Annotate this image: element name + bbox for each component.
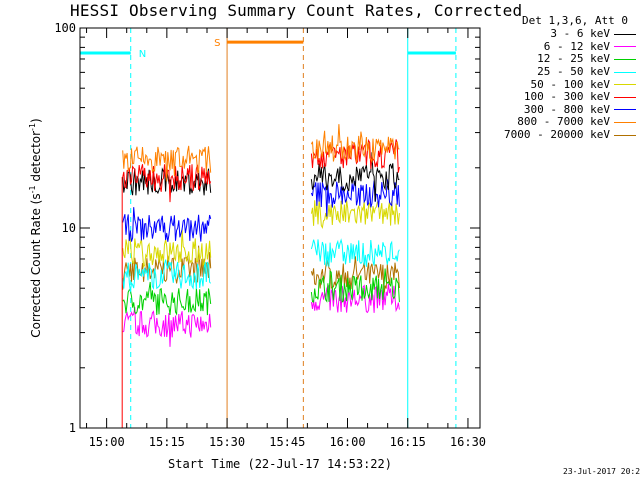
series-trace-3-interval-0 xyxy=(122,259,212,292)
chart-title: HESSI Observing Summary Count Rates, Cor… xyxy=(70,1,523,20)
series-trace-8-interval-0 xyxy=(122,245,212,290)
legend-entry: 7000 - 20000 keV xyxy=(482,129,638,142)
x-tick-label-5: 16:15 xyxy=(390,435,426,449)
series-trace-4-interval-0 xyxy=(122,228,212,269)
night-bar-label-0: N xyxy=(139,49,146,60)
legend-swatch xyxy=(614,109,636,111)
legend-swatch xyxy=(614,96,636,98)
series-trace-7-interval-0 xyxy=(122,145,212,182)
y-axis-label-main: Corrected Count Rate (s xyxy=(29,193,43,337)
y-tick-label-1: 10 xyxy=(62,221,76,235)
legend-entry: 3 - 6 keV xyxy=(482,28,638,41)
saa-bar-label-0: S xyxy=(214,38,220,49)
legend-entry: 12 - 25 keV xyxy=(482,53,638,66)
legend-swatch xyxy=(614,33,636,35)
legend-entry-label: 25 - 50 keV xyxy=(537,65,610,79)
x-tick-label-3: 15:45 xyxy=(269,435,305,449)
legend-entry-label: 800 - 7000 keV xyxy=(517,115,610,129)
legend-swatch xyxy=(614,84,636,86)
series-trace-5-interval-1 xyxy=(310,138,400,173)
y-axis-label-end: ) xyxy=(29,118,43,123)
legend-entry: 100 - 300 keV xyxy=(482,91,638,104)
legend-entries: 3 - 6 keV 6 - 12 keV 12 - 25 keV 25 - 50 ke… xyxy=(482,28,638,141)
y-axis-label-mid: detector xyxy=(29,131,43,186)
legend-swatch xyxy=(614,134,636,136)
plot-frame xyxy=(79,27,481,429)
legend-entry-label: 6 - 12 keV xyxy=(543,39,610,53)
legend-entry: 6 - 12 keV xyxy=(482,39,638,54)
legend-entry: 25 - 50 keV xyxy=(482,66,638,79)
y-axis-label-sup2: -1 xyxy=(28,123,37,131)
series-trace-6-interval-0 xyxy=(122,207,212,242)
series-trace-1-interval-0 xyxy=(122,307,212,347)
x-tick-label-1: 15:15 xyxy=(149,435,185,449)
legend-entry-label: 3 - 6 keV xyxy=(550,27,610,41)
axis-ticks: 1 10 100 15:00 15:15 15:30 15:45 16:00 16:15 16:3… xyxy=(54,21,486,449)
legend-swatch xyxy=(614,58,636,60)
series-trace-0-interval-1 xyxy=(310,152,400,202)
x-tick-label-4: 16:00 xyxy=(329,435,365,449)
y-axis-label: Corrected Count Rate (s-1 detector-1) xyxy=(28,118,43,337)
legend: Det 1,3,6, Att 0 3 - 6 keV 6 - 12 keV 12 -… xyxy=(482,14,638,141)
footer-timestamp: 23-Jul-2017 20:20 xyxy=(563,467,640,476)
legend-title: Det 1,3,6, Att 0 xyxy=(522,14,628,27)
legend-entry-label: 300 - 800 keV xyxy=(523,102,610,116)
legend-swatch xyxy=(614,121,636,123)
chart-marks: NS xyxy=(80,28,457,428)
x-tick-label-0: 15:00 xyxy=(89,435,125,449)
series-trace-8-interval-1 xyxy=(310,256,400,296)
series-trace-1-interval-1 xyxy=(310,283,400,314)
series-trace-2-interval-0 xyxy=(122,281,212,316)
series-trace-4-interval-1 xyxy=(310,199,400,229)
y-tick-label-2: 100 xyxy=(54,21,76,35)
legend-entry-label: 100 - 300 keV xyxy=(523,90,610,104)
series-trace-2-interval-1 xyxy=(310,268,400,303)
x-tick-label-6: 16:30 xyxy=(450,435,486,449)
x-axis-label: Start Time (22-Jul-17 14:53:22) xyxy=(168,457,392,471)
series-trace-7-interval-1 xyxy=(310,124,400,164)
series-trace-3-interval-1 xyxy=(310,238,400,267)
legend-entry-label: 12 - 25 keV xyxy=(537,52,610,66)
legend-entry: 50 - 100 keV xyxy=(482,78,638,91)
y-axis-label-sup1: -1 xyxy=(28,185,37,193)
x-tick-label-2: 15:30 xyxy=(209,435,245,449)
y-tick-label-0: 1 xyxy=(69,421,76,435)
legend-entry-label: 7000 - 20000 keV xyxy=(504,128,610,142)
legend-swatch xyxy=(614,71,636,73)
legend-entry-label: 50 - 100 keV xyxy=(530,77,610,91)
legend-entry: 800 - 7000 keV xyxy=(482,116,638,129)
legend-entry: 300 - 800 keV xyxy=(482,102,638,117)
legend-swatch xyxy=(614,46,636,48)
